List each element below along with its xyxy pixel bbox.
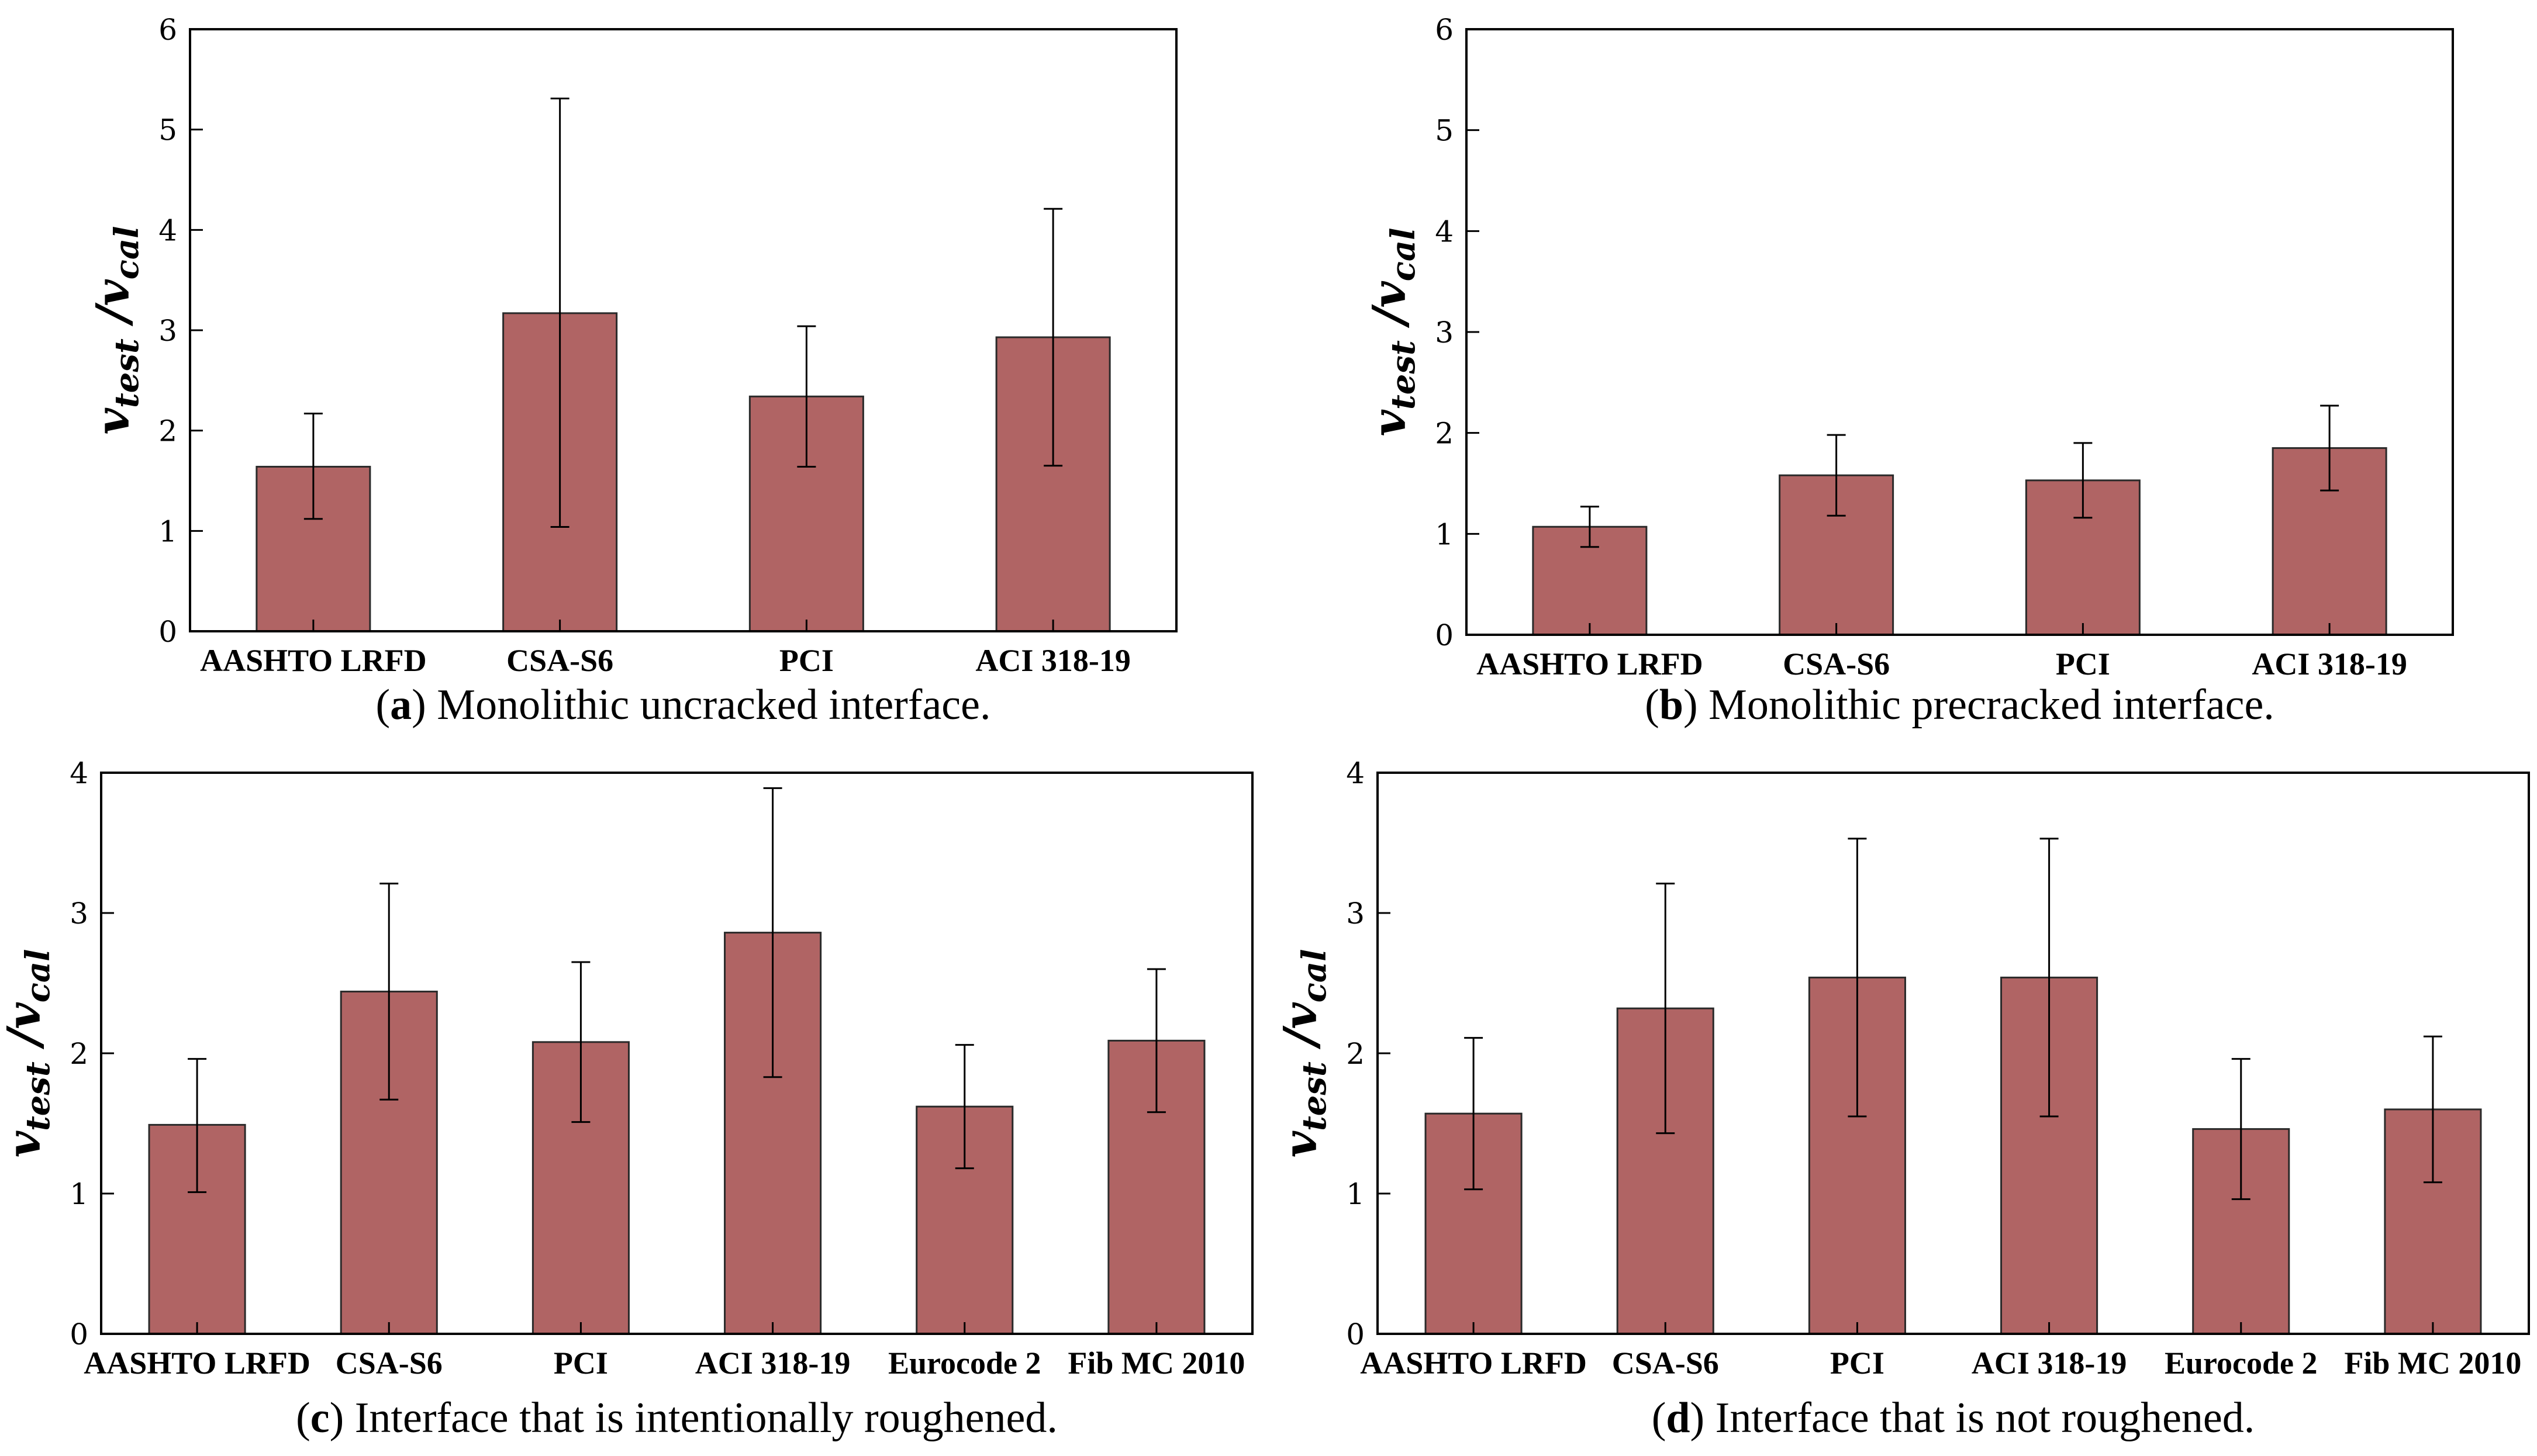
plot-frame	[189, 28, 1178, 632]
error-bar-c-3	[571, 961, 591, 1123]
category-label: PCI	[779, 643, 834, 678]
plot-frame	[100, 772, 1254, 1335]
error-bar-c-2	[379, 883, 399, 1101]
bar-c-1	[148, 1123, 246, 1335]
error-bar-a-1	[303, 412, 323, 520]
category-label: AASHTO LRFD	[200, 643, 427, 678]
error-bar-d-6	[2423, 1035, 2442, 1184]
error-bar-c-1	[188, 1058, 207, 1194]
category-label: ACI 318-19	[975, 643, 1131, 678]
error-bar-d-1	[1464, 1037, 1483, 1191]
y-tick-label: 5	[1435, 114, 1454, 148]
y-axis-label: vtest /vcal	[1363, 228, 1423, 437]
error-bar-b-4	[2320, 404, 2339, 492]
panel-c: 0 1 2 3 4 AASHTO LRFD CSA-S6 PCI ACI 318-19 Euroc…	[0, 756, 1254, 1442]
error-bar-d-5	[2231, 1058, 2250, 1201]
y-tick-label: 0	[158, 615, 177, 649]
y-tick-label: 3	[158, 314, 177, 348]
y-tick-label: 0	[1346, 1317, 1365, 1351]
category-label: AASHTO LRFD	[84, 1346, 310, 1381]
error-bar-a-3	[797, 325, 816, 468]
category-label: PCI	[1830, 1346, 1884, 1381]
y-tick-label: 3	[70, 897, 88, 931]
panel-a: 0 1 2 3 4 5 6 AASHTO LRFD CSA-S6 PCI ACI 318-19 vte…	[87, 13, 1178, 729]
y-tick-label: 4	[1435, 215, 1454, 248]
category-label: PCI	[2056, 646, 2110, 682]
category-label: Fib MC 2010	[1068, 1346, 1245, 1381]
error-bar-c-4	[763, 787, 782, 1078]
category-label: Eurocode 2	[888, 1346, 1041, 1381]
category-label: Fib MC 2010	[2344, 1346, 2521, 1381]
y-tick-label: 2	[70, 1037, 88, 1071]
caption-c: (c) Interface that is intentionally roug…	[296, 1394, 1058, 1442]
y-tick-label: 3	[1346, 897, 1365, 931]
error-bar-d-3	[1848, 838, 1867, 1118]
y-axis-label: vtest /vcal	[1274, 949, 1334, 1158]
error-bar-a-4	[1044, 207, 1063, 467]
category-label: CSA-S6	[1783, 646, 1890, 682]
y-tick-label: 1	[1435, 517, 1454, 551]
category-label: Eurocode 2	[2165, 1346, 2318, 1381]
y-axis-label: vtest /vcal	[0, 949, 57, 1158]
y-tick-label: 6	[1435, 13, 1454, 47]
y-tick-label: 3	[1435, 316, 1454, 350]
y-tick-label: 1	[1346, 1177, 1365, 1211]
y-tick-label: 5	[158, 113, 177, 147]
caption-a: (a) Monolithic uncracked interface.	[376, 681, 991, 729]
category-label: CSA-S6	[336, 1346, 443, 1381]
error-bar-c-6	[1147, 968, 1166, 1113]
error-bar-c-5	[955, 1044, 974, 1170]
y-tick-label: 4	[1346, 756, 1365, 790]
y-tick-label: 2	[1435, 417, 1454, 451]
error-bar-b-2	[1827, 434, 1846, 517]
panel-b: 0 1 2 3 4 5 6 AASHTO LRFD CSA-S6 PCI ACI 318-19 vte…	[1363, 13, 2454, 729]
y-axis-label: vtest /vcal	[87, 226, 146, 435]
category-label: ACI 318-19	[1972, 1346, 2127, 1381]
y-tick-label: 6	[158, 13, 177, 47]
error-bar-d-4	[2039, 838, 2059, 1118]
y-tick-label: 0	[70, 1317, 88, 1351]
plot-frame	[1465, 28, 2454, 636]
caption-d: (d) Interface that is not roughened.	[1652, 1394, 2255, 1442]
category-label: CSA-S6	[506, 643, 613, 678]
category-label: PCI	[554, 1346, 608, 1381]
category-label: ACI 318-19	[2252, 646, 2407, 682]
y-tick-label: 0	[1435, 618, 1454, 652]
error-bar-b-1	[1580, 506, 1599, 548]
error-bar-d-2	[1656, 883, 1675, 1135]
error-bar-b-3	[2073, 442, 2093, 519]
y-tick-label: 4	[70, 756, 88, 790]
caption-b: (b) Monolithic precracked interface.	[1645, 681, 2274, 729]
category-label: CSA-S6	[1612, 1346, 1719, 1381]
y-tick-label: 2	[158, 414, 177, 448]
category-label: ACI 318-19	[695, 1346, 851, 1381]
y-tick-label: 1	[70, 1177, 88, 1211]
panel-d: 0 1 2 3 4 AASHTO LRFD CSA-S6 PCI ACI 318-19 Euroc…	[1274, 756, 2530, 1442]
y-tick-label: 4	[158, 213, 177, 247]
plot-frame	[1376, 772, 2530, 1335]
error-bar-a-2	[550, 97, 569, 528]
y-tick-label: 2	[1346, 1037, 1365, 1071]
category-label: AASHTO LRFD	[1360, 1346, 1587, 1381]
y-tick-label: 1	[158, 514, 177, 548]
category-label: AASHTO LRFD	[1476, 646, 1703, 682]
